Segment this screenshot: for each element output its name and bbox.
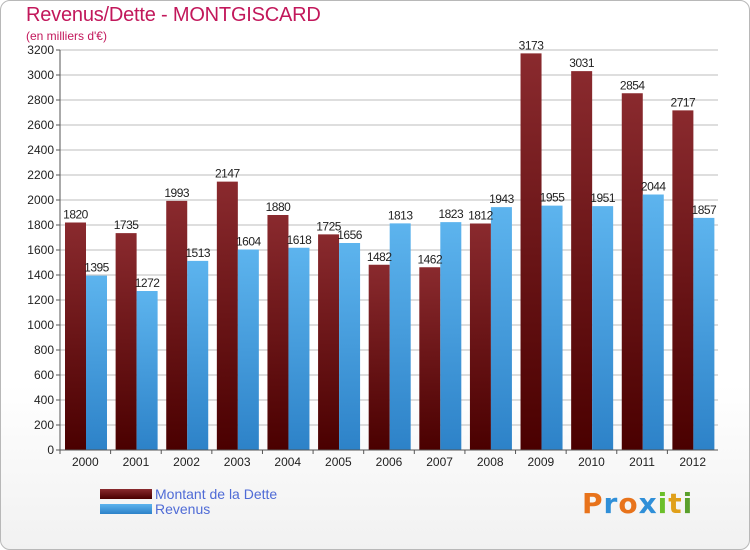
chart-title: Revenus/Dette - MONTGISCARD xyxy=(26,4,321,26)
bar-revenue xyxy=(187,260,209,450)
bar-debt xyxy=(368,264,390,450)
bar-revenue xyxy=(339,243,361,450)
y-tick-label: 200 xyxy=(34,418,54,432)
bar-debt xyxy=(216,181,238,450)
x-tick-label: 2000 xyxy=(72,455,99,469)
bar-debt xyxy=(115,233,137,450)
data-label-debt: 1482 xyxy=(367,250,393,264)
legend-swatch-debt xyxy=(100,489,152,499)
x-tick-label: 2007 xyxy=(426,455,453,469)
y-tick-label: 800 xyxy=(34,343,54,357)
bar-revenue xyxy=(541,205,563,450)
data-label-revenue: 1857 xyxy=(692,203,718,217)
y-tick-label: 3000 xyxy=(27,68,54,82)
y-tick-label: 1200 xyxy=(27,293,54,307)
legend-label-revenue: Revenus xyxy=(155,501,211,517)
x-tick-label: 2010 xyxy=(578,455,605,469)
data-label-revenue: 1618 xyxy=(287,233,313,247)
data-label-revenue: 1272 xyxy=(135,276,161,290)
x-tick-label: 2001 xyxy=(123,455,150,469)
y-tick-label: 3200 xyxy=(27,43,54,57)
x-tick-label: 2005 xyxy=(325,455,352,469)
data-label-debt: 1880 xyxy=(266,200,292,214)
y-tick-label: 2800 xyxy=(27,93,54,107)
logo-letter: r xyxy=(603,487,619,520)
bar-revenue xyxy=(440,222,462,450)
bar-revenue xyxy=(592,206,614,450)
bar-debt xyxy=(571,71,593,450)
logo-letter: P xyxy=(582,487,604,520)
logo-letter: i xyxy=(657,487,669,520)
x-tick-label: 2008 xyxy=(477,455,504,469)
y-tick-label: 1600 xyxy=(27,243,54,257)
bar-debt xyxy=(520,53,542,450)
bar-revenue xyxy=(642,194,664,450)
data-label-debt: 1735 xyxy=(114,218,140,232)
logo-letter: o xyxy=(618,487,639,520)
logo-letter: t xyxy=(668,487,683,520)
y-tick-label: 2200 xyxy=(27,168,54,182)
y-tick-label: 0 xyxy=(47,443,54,457)
data-label-debt: 1462 xyxy=(417,252,443,266)
logo-letter: i xyxy=(682,487,694,520)
data-label-debt: 1993 xyxy=(164,186,190,200)
data-label-debt: 1725 xyxy=(316,219,342,233)
y-tick-label: 2600 xyxy=(27,118,54,132)
data-label-revenue: 1813 xyxy=(388,208,414,222)
bar-debt xyxy=(65,222,86,450)
bar-revenue xyxy=(490,207,512,450)
data-label-debt: 3031 xyxy=(569,56,595,70)
x-tick-label: 2002 xyxy=(173,455,200,469)
bar-revenue xyxy=(136,291,158,450)
data-label-debt: 1820 xyxy=(63,208,89,222)
x-tick-label: 2012 xyxy=(679,455,706,469)
x-tick-label: 2006 xyxy=(376,455,403,469)
bar-revenue xyxy=(389,223,411,450)
y-tick-label: 400 xyxy=(34,393,54,407)
data-label-revenue: 2044 xyxy=(641,180,667,194)
data-label-revenue: 1656 xyxy=(337,228,363,242)
x-tick-label: 2009 xyxy=(527,455,554,469)
bar-debt xyxy=(469,223,491,450)
y-tick-label: 2000 xyxy=(27,193,54,207)
y-tick-label: 600 xyxy=(34,368,54,382)
proxiti-logo: Proxiti xyxy=(582,487,693,520)
logo-letter: x xyxy=(638,487,658,520)
y-tick-label: 1400 xyxy=(27,268,54,282)
x-tick-label: 2011 xyxy=(629,455,655,469)
y-tick-label: 1800 xyxy=(27,218,54,232)
data-label-revenue: 1823 xyxy=(438,207,464,221)
data-label-debt: 2717 xyxy=(671,95,697,109)
bar-debt xyxy=(166,200,188,450)
data-label-debt: 2854 xyxy=(620,78,646,92)
bar-debt xyxy=(318,234,340,450)
data-label-revenue: 1951 xyxy=(590,191,616,205)
y-tick-label: 2400 xyxy=(27,143,54,157)
x-tick-label: 2003 xyxy=(224,455,251,469)
x-tick-label: 2004 xyxy=(274,455,301,469)
legend-swatch-revenue xyxy=(100,504,152,514)
bar-debt xyxy=(267,215,289,450)
bar-debt xyxy=(621,93,643,450)
data-label-revenue: 1955 xyxy=(540,191,566,205)
legend-label-debt: Montant de la Dette xyxy=(155,486,278,502)
data-label-revenue: 1943 xyxy=(489,192,515,206)
y-tick-label: 1000 xyxy=(27,318,54,332)
bar-revenue xyxy=(288,247,310,450)
data-label-revenue: 1604 xyxy=(236,235,262,249)
data-label-debt: 2147 xyxy=(215,167,241,181)
data-label-debt: 1812 xyxy=(468,209,494,223)
chart-subtitle: (en milliers d'€) xyxy=(26,29,107,43)
bar-debt xyxy=(419,267,441,450)
bar-debt xyxy=(672,110,694,450)
data-label-revenue: 1395 xyxy=(84,261,110,275)
data-label-revenue: 1513 xyxy=(185,246,211,260)
bar-revenue xyxy=(86,275,107,450)
bar-revenue xyxy=(693,217,715,450)
bar-revenue xyxy=(237,249,259,450)
data-label-debt: 3173 xyxy=(519,38,545,52)
